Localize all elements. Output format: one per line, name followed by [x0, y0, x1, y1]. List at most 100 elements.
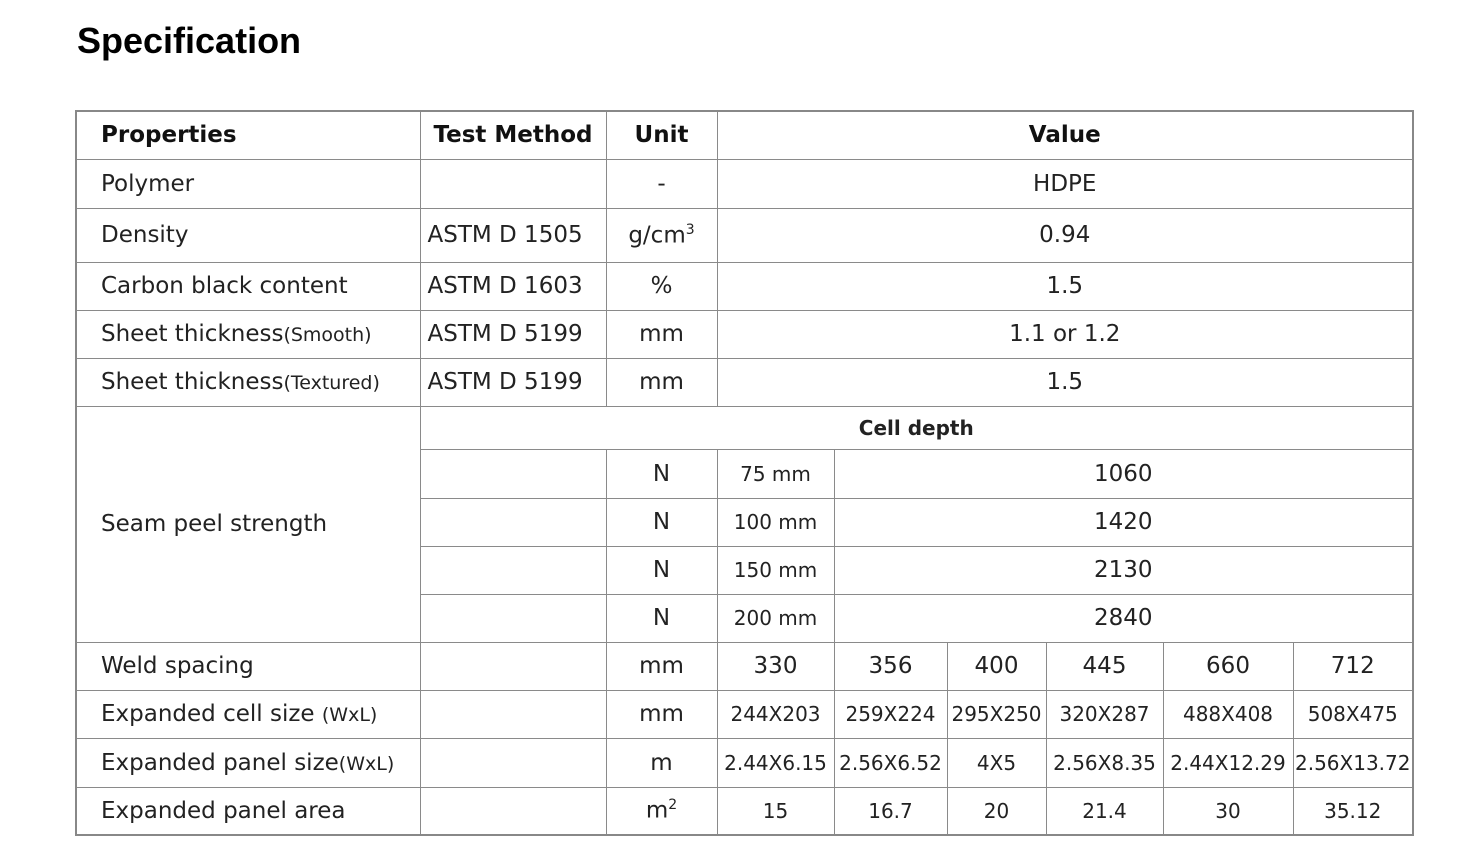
- test-method-cell: [419, 737, 607, 788]
- property-label: Expanded panel size: [101, 749, 339, 776]
- test-method-cell: ASTM D 5199: [419, 357, 607, 407]
- property-label: Expanded cell size: [101, 701, 322, 727]
- unit-label: g/cm: [628, 222, 686, 249]
- unit-label: mm: [639, 701, 684, 727]
- unit-cell: mm: [605, 641, 718, 691]
- value-cell: 15: [716, 786, 835, 836]
- table-row: Expanded cell size (WxL) mm 244X203 259X224…: [75, 689, 1414, 739]
- cell-depth-cell: 150 mm: [716, 545, 835, 595]
- unit-label: m: [645, 798, 669, 825]
- value-cell: 1.1 or 1.2: [716, 309, 1414, 359]
- unit-cell: g/cm3: [605, 207, 718, 263]
- property-label: Weld spacing: [101, 653, 254, 679]
- header-unit: Unit: [605, 110, 718, 160]
- property-cell: Expanded cell size (WxL): [75, 689, 421, 739]
- value-cell: HDPE: [716, 158, 1414, 209]
- value-cell: 320X287: [1045, 689, 1164, 739]
- property-note: (WxL): [321, 704, 378, 726]
- test-method-cell: ASTM D 1505: [419, 207, 607, 263]
- table-row: Expanded panel area m2 15 16.7 20 21.4 30 35.12: [75, 786, 1414, 836]
- table-row: Polymer - HDPE: [75, 158, 1414, 209]
- table-row: Carbon black content ASTM D 1603% 1.5: [75, 261, 1414, 311]
- test-method-cell: [419, 593, 607, 643]
- value-cell: 488X408: [1162, 689, 1294, 739]
- header-properties: Properties: [75, 110, 421, 160]
- value-cell: 20: [946, 786, 1047, 836]
- value-cell: 508X475: [1292, 689, 1414, 739]
- value-cell: 2.56X6.52: [833, 737, 948, 788]
- cell-depth-cell: 200 mm: [716, 593, 835, 643]
- property-cell: Carbon black content: [75, 261, 421, 311]
- value-cell: 2.44X6.15: [716, 737, 835, 788]
- test-method-cell: [419, 158, 607, 209]
- value-cell: 1060: [833, 448, 1414, 499]
- test-method-cell: [419, 497, 607, 547]
- unit-label: %: [650, 273, 673, 299]
- cell-depth-header: Cell depth: [419, 405, 1414, 450]
- value-cell: 295X250: [946, 689, 1047, 739]
- unit-label: m: [650, 749, 673, 776]
- value-cell: 2.56X13.72: [1292, 737, 1414, 788]
- unit-superscript: 2: [668, 797, 678, 814]
- unit-cell: N: [605, 497, 718, 547]
- unit-superscript: 3: [685, 221, 695, 238]
- value-cell: 330: [716, 641, 835, 691]
- property-cell: Polymer: [75, 158, 421, 209]
- specification-table: Properties Test Method Unit Value Polyme…: [75, 110, 1414, 836]
- unit-cell: N: [605, 593, 718, 643]
- table-row: Sheet thickness(Textured) ASTM D 5199 mm 1.…: [75, 357, 1414, 407]
- value-cell: 2130: [833, 545, 1414, 595]
- value-cell: 21.4: [1045, 786, 1164, 836]
- property-note: (WxL): [338, 752, 395, 775]
- property-label: Sheet thickness: [101, 369, 284, 395]
- property-cell: Expanded panel area: [75, 786, 421, 836]
- cell-depth-cell: 100 mm: [716, 497, 835, 547]
- property-cell: Density: [75, 207, 421, 263]
- property-note: (Textured): [283, 372, 380, 394]
- table-row: Weld spacing mm 330 356 400 445 660 712: [75, 641, 1414, 691]
- value-cell: 16.7: [833, 786, 948, 836]
- value-cell: 2.56X8.35: [1045, 737, 1164, 788]
- unit-cell: mm: [605, 689, 718, 739]
- value-cell: 30: [1162, 786, 1294, 836]
- table-row: Expanded panel size(WxL) m 2.44X6.15 2.56X6…: [75, 737, 1414, 788]
- unit-cell: N: [605, 545, 718, 595]
- value-cell: 1420: [833, 497, 1414, 547]
- test-method-cell: [419, 689, 607, 739]
- property-cell: Seam peel strength: [75, 405, 421, 643]
- value-cell: 445: [1045, 641, 1164, 691]
- test-method-cell: [419, 641, 607, 691]
- table-row: N 150 mm 2130: [76, 545, 1414, 595]
- value-cell: 2840: [833, 593, 1414, 643]
- value-cell: 1.5: [716, 261, 1414, 311]
- unit-label: -: [657, 170, 666, 197]
- property-cell: Sheet thickness(Smooth): [75, 309, 421, 359]
- property-label: Carbon black content: [101, 273, 348, 299]
- value-cell: 2.44X12.29: [1162, 737, 1294, 788]
- value-cell: 4X5: [946, 737, 1047, 788]
- unit-label: mm: [639, 321, 684, 347]
- value-cell: 356: [833, 641, 948, 691]
- unit-cell: %: [605, 261, 718, 311]
- value-cell: 660: [1162, 641, 1294, 691]
- test-method-cell: ASTM D 5199: [419, 309, 607, 359]
- value-cell: 244X203: [716, 689, 835, 739]
- property-cell: Expanded panel size(WxL): [75, 737, 421, 788]
- test-method-cell: ASTM D 1603: [419, 261, 607, 311]
- unit-cell: mm: [605, 309, 718, 359]
- table-row: Sheet thickness(Smooth) ASTM D 5199 mm 1.1 …: [75, 309, 1414, 359]
- value-cell: 400: [946, 641, 1047, 691]
- unit-label: mm: [639, 653, 684, 679]
- table-row: Seam peel strength Cell depth: [75, 405, 1414, 643]
- test-method-cell: [419, 786, 607, 836]
- value-cell: 35.12: [1292, 786, 1414, 836]
- property-label: Expanded panel area: [101, 797, 346, 824]
- unit-cell: m: [605, 737, 718, 788]
- value-cell: 1.5: [716, 357, 1414, 407]
- unit-cell: N: [605, 448, 718, 499]
- unit-label: mm: [639, 369, 684, 395]
- table-row: Density ASTM D 1505 g/cm3 0.94: [75, 207, 1414, 263]
- unit-cell: -: [605, 158, 718, 209]
- value-cell: 712: [1292, 641, 1414, 691]
- property-label: Density: [101, 222, 189, 248]
